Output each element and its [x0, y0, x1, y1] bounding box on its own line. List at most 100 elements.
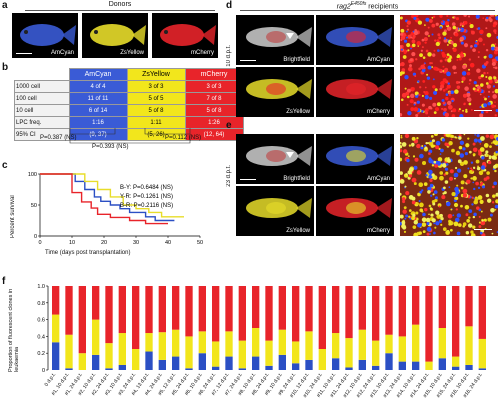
- pvalue-brackets: [69, 128, 191, 144]
- e-fish-grid: Brightfield AmCyan ZsYellow mCherry: [236, 134, 396, 236]
- pvalue-bottom: P=0.393 (NS): [92, 144, 129, 150]
- bar-segment-2: [198, 331, 206, 354]
- channel-label: Brightfield: [283, 57, 310, 63]
- survival-xlabel: Time (days post transplantation): [45, 250, 131, 256]
- bar-segment-3: [345, 286, 353, 339]
- channel-label: mCherry: [366, 109, 390, 115]
- table-cell: (5, 26): [126, 128, 186, 141]
- panel-label-c: c: [2, 160, 8, 171]
- table-cell: 5 of 8: [184, 104, 244, 117]
- bar-segment-2: [185, 336, 193, 369]
- bar-segment-2: [332, 333, 340, 359]
- bar-segment-1: [238, 368, 246, 370]
- table-header: AmCyan: [68, 68, 128, 81]
- arrowhead-icon: [286, 152, 294, 158]
- survival-series-3: [40, 173, 168, 225]
- bar-segment-1: [332, 358, 340, 370]
- channel-label: mCherry: [366, 228, 390, 234]
- bar-segment-3: [158, 286, 166, 333]
- bar-segment-1: [478, 368, 486, 370]
- bar-segment-1: [265, 365, 273, 370]
- bar-segment-3: [292, 286, 300, 342]
- bar-segment-1: [345, 367, 353, 370]
- donor-fish-image-3: mCherry: [152, 13, 218, 58]
- bar-segment-3: [358, 286, 366, 330]
- donor-fish-image-1: AmCyan: [12, 13, 78, 58]
- bar-segment-3: [172, 286, 180, 330]
- bar-segment-2: [212, 341, 220, 367]
- donor-label: ZsYellow: [120, 50, 144, 56]
- bar-segment-1: [105, 368, 113, 370]
- bar-segment-3: [145, 286, 153, 334]
- e-time-label: 23 d.p.t.: [226, 165, 232, 187]
- y-tick-label: 50: [31, 203, 37, 209]
- y-tick-label: 0: [34, 234, 37, 240]
- table-row-label: 100 cell: [14, 92, 70, 105]
- bar-segment-3: [105, 286, 113, 344]
- bar-segment-2: [92, 319, 100, 355]
- survival-annotation: Y-R: P=0.1261 (NS): [120, 194, 173, 200]
- bar-segment-3: [65, 286, 73, 335]
- bar-segment-3: [425, 286, 433, 362]
- bar-segment-2: [372, 340, 380, 366]
- bar-segment-2: [145, 333, 153, 352]
- x-tick-label: 40: [165, 240, 171, 246]
- bar-segment-1: [292, 363, 300, 370]
- bar-segment-2: [118, 333, 126, 365]
- channel-label: AmCyan: [366, 57, 390, 63]
- bar-segment-2: [158, 332, 166, 360]
- bar-segment-3: [198, 286, 206, 332]
- bar-segment-3: [278, 286, 286, 330]
- y-tick-label: 0.8: [37, 301, 45, 307]
- bar-segment-2: [292, 341, 300, 364]
- bar-segment-1: [118, 364, 126, 370]
- bar-segment-3: [398, 286, 406, 337]
- pvalue-left: P=0.387 (NS): [40, 135, 77, 141]
- recipients-label: recipients: [366, 3, 399, 11]
- bar-segment-2: [265, 340, 273, 366]
- table-cell: 1:26: [184, 116, 244, 129]
- channel-label: Brightfield: [283, 176, 310, 182]
- bar-segment-1: [305, 359, 313, 370]
- survival-ylabel: Percent survival: [10, 195, 16, 238]
- bar-segment-1: [185, 368, 193, 370]
- bar-segment-1: [385, 353, 393, 370]
- bar-segment-3: [212, 286, 220, 342]
- bar-segment-3: [438, 286, 446, 328]
- bar-segment-2: [385, 334, 393, 354]
- channel-label: AmCyan: [366, 176, 390, 182]
- bar-segment-3: [185, 286, 193, 337]
- bar-segment-3: [318, 286, 326, 349]
- bar-segment-1: [212, 366, 220, 370]
- d-confocal-image: [400, 15, 498, 117]
- bar-segment-2: [172, 329, 180, 357]
- donor-fish-image-2: ZsYellow: [82, 13, 148, 58]
- clone-bar-chart: 00.20.40.60.81.00 d.p.t.#1, 10 d.p.t.#1,…: [37, 284, 486, 399]
- table-cell: 11 of 11: [68, 92, 128, 105]
- bar-segment-1: [465, 364, 473, 370]
- pvalue-right: P=0.112 (NS): [165, 135, 202, 141]
- bar-segment-1: [145, 351, 153, 370]
- bar-segment-1: [158, 359, 166, 370]
- bar-segment-2: [412, 324, 420, 362]
- bar-segment-2: [225, 331, 233, 357]
- donor-images: AmCyan ZsYellow mCherry: [12, 13, 220, 58]
- survival-chart: 0 10 20 30 40 50 0 50 100 B-Y: P=0.6484 (NS) Y-R: …: [28, 172, 203, 246]
- survival-annotation: B-Y: P=0.6484 (NS): [120, 185, 173, 191]
- recipient-fish-image-4: mCherry: [316, 67, 394, 117]
- panel-d-title: rag2E450fs recipients: [235, 1, 500, 10]
- x-tick-label: 50: [197, 240, 203, 246]
- table-cell: 4 of 4: [68, 80, 128, 93]
- recipient-fish-image-2: AmCyan: [316, 15, 394, 65]
- bar-segment-2: [318, 349, 326, 370]
- x-tick-label: 30: [133, 240, 139, 246]
- bar-segment-3: [372, 286, 380, 341]
- bar-segment-3: [265, 286, 273, 341]
- bar-segment-2: [132, 349, 140, 370]
- bar-segment-1: [438, 358, 446, 370]
- table-cell: 5 of 5: [126, 92, 186, 105]
- bar-segment-2: [52, 314, 60, 343]
- y-tick-label: 100: [28, 172, 37, 178]
- recipient-fish-image-4: mCherry: [316, 186, 394, 236]
